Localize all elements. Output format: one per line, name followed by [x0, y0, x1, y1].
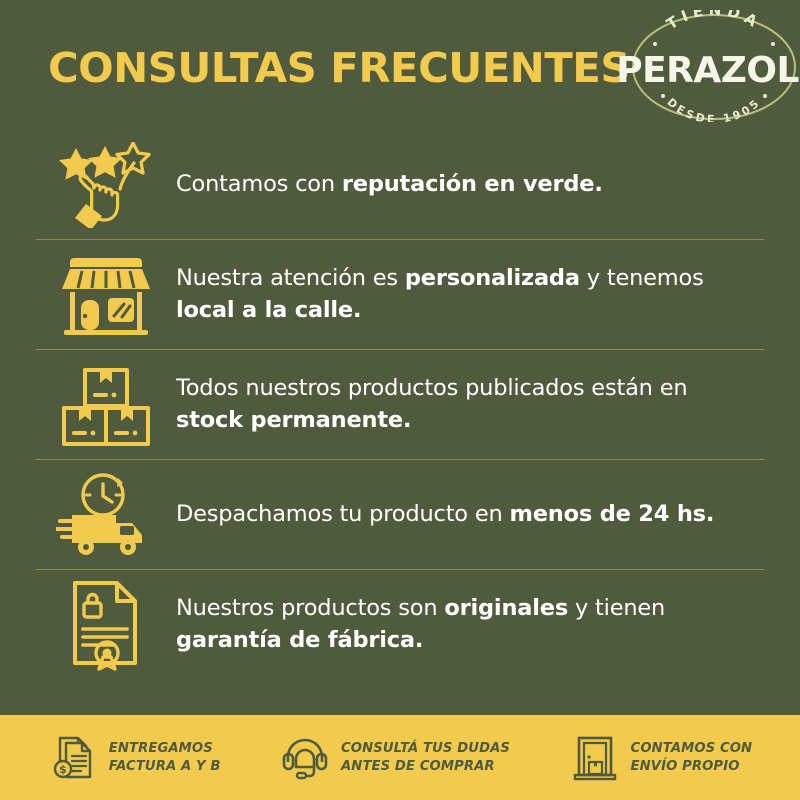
delivery-truck-clock-icon [36, 471, 176, 559]
faq-row: Despachamos tu producto en menos de 24 h… [36, 460, 764, 570]
faq-row-text: Nuestra atención es personalizada y tene… [176, 264, 704, 323]
faq-row: Nuestros productos son originales y tien… [36, 570, 764, 680]
stars-hand-icon [36, 141, 176, 228]
faq-row-text: Despachamos tu producto en menos de 24 h… [176, 500, 715, 527]
page-title: CONSULTAS FRECUENTES [48, 44, 630, 92]
faq-row-text: Todos nuestros productos publicados está… [176, 374, 688, 433]
footer-item: $ ENTREGAMOS FACTURA A Y B [48, 733, 221, 783]
door-package-icon [570, 733, 620, 783]
svg-text:DESDE 1905: DESDE 1905 [664, 96, 763, 122]
invoice-dollar-icon: $ [48, 733, 98, 783]
faq-row: Todos nuestros productos publicados está… [36, 350, 764, 460]
svg-text:TIENDA: TIENDA [663, 10, 764, 33]
faq-row: Contamos con reputación en verde. [36, 130, 764, 240]
faq-list: Contamos con reputación en verde. [0, 130, 800, 680]
brand-logo: TIENDA DESDE 1905 PERAZOLI [619, 10, 800, 122]
certificate-seal-icon [36, 579, 176, 671]
footer-item-label: ENTREGAMOS FACTURA A Y B [108, 741, 221, 774]
svg-text:$: $ [59, 763, 67, 776]
headset-support-icon [280, 733, 330, 783]
footer-item-label: CONTAMOS CON ENVÍO PROPIO [630, 741, 753, 774]
faq-row-text: Nuestros productos son originales y tien… [176, 595, 666, 653]
logo-top-arc-text: TIENDA [663, 10, 759, 33]
faq-row-text: Contamos con reputación en verde. [176, 170, 603, 197]
header: CONSULTAS FRECUENTES TIENDA DESDE 1905 [0, 0, 800, 130]
faq-row: Nuestra atención es personalizada y tene… [36, 240, 764, 350]
logo-brand-name: PERAZOLI [619, 50, 800, 91]
boxes-stack-icon [36, 362, 176, 448]
footer-item: CONSULTÁ TUS DUDAS ANTES DE COMPRAR [280, 733, 510, 783]
footer-bar: $ ENTREGAMOS FACTURA A Y B CONSULTÁ TUS … [0, 715, 800, 800]
storefront-icon [36, 252, 176, 338]
footer-item-label: CONSULTÁ TUS DUDAS ANTES DE COMPRAR [341, 741, 511, 774]
logo-bottom-arc-text: DESDE 1905 [664, 96, 760, 122]
footer-item: CONTAMOS CON ENVÍO PROPIO [570, 733, 753, 783]
